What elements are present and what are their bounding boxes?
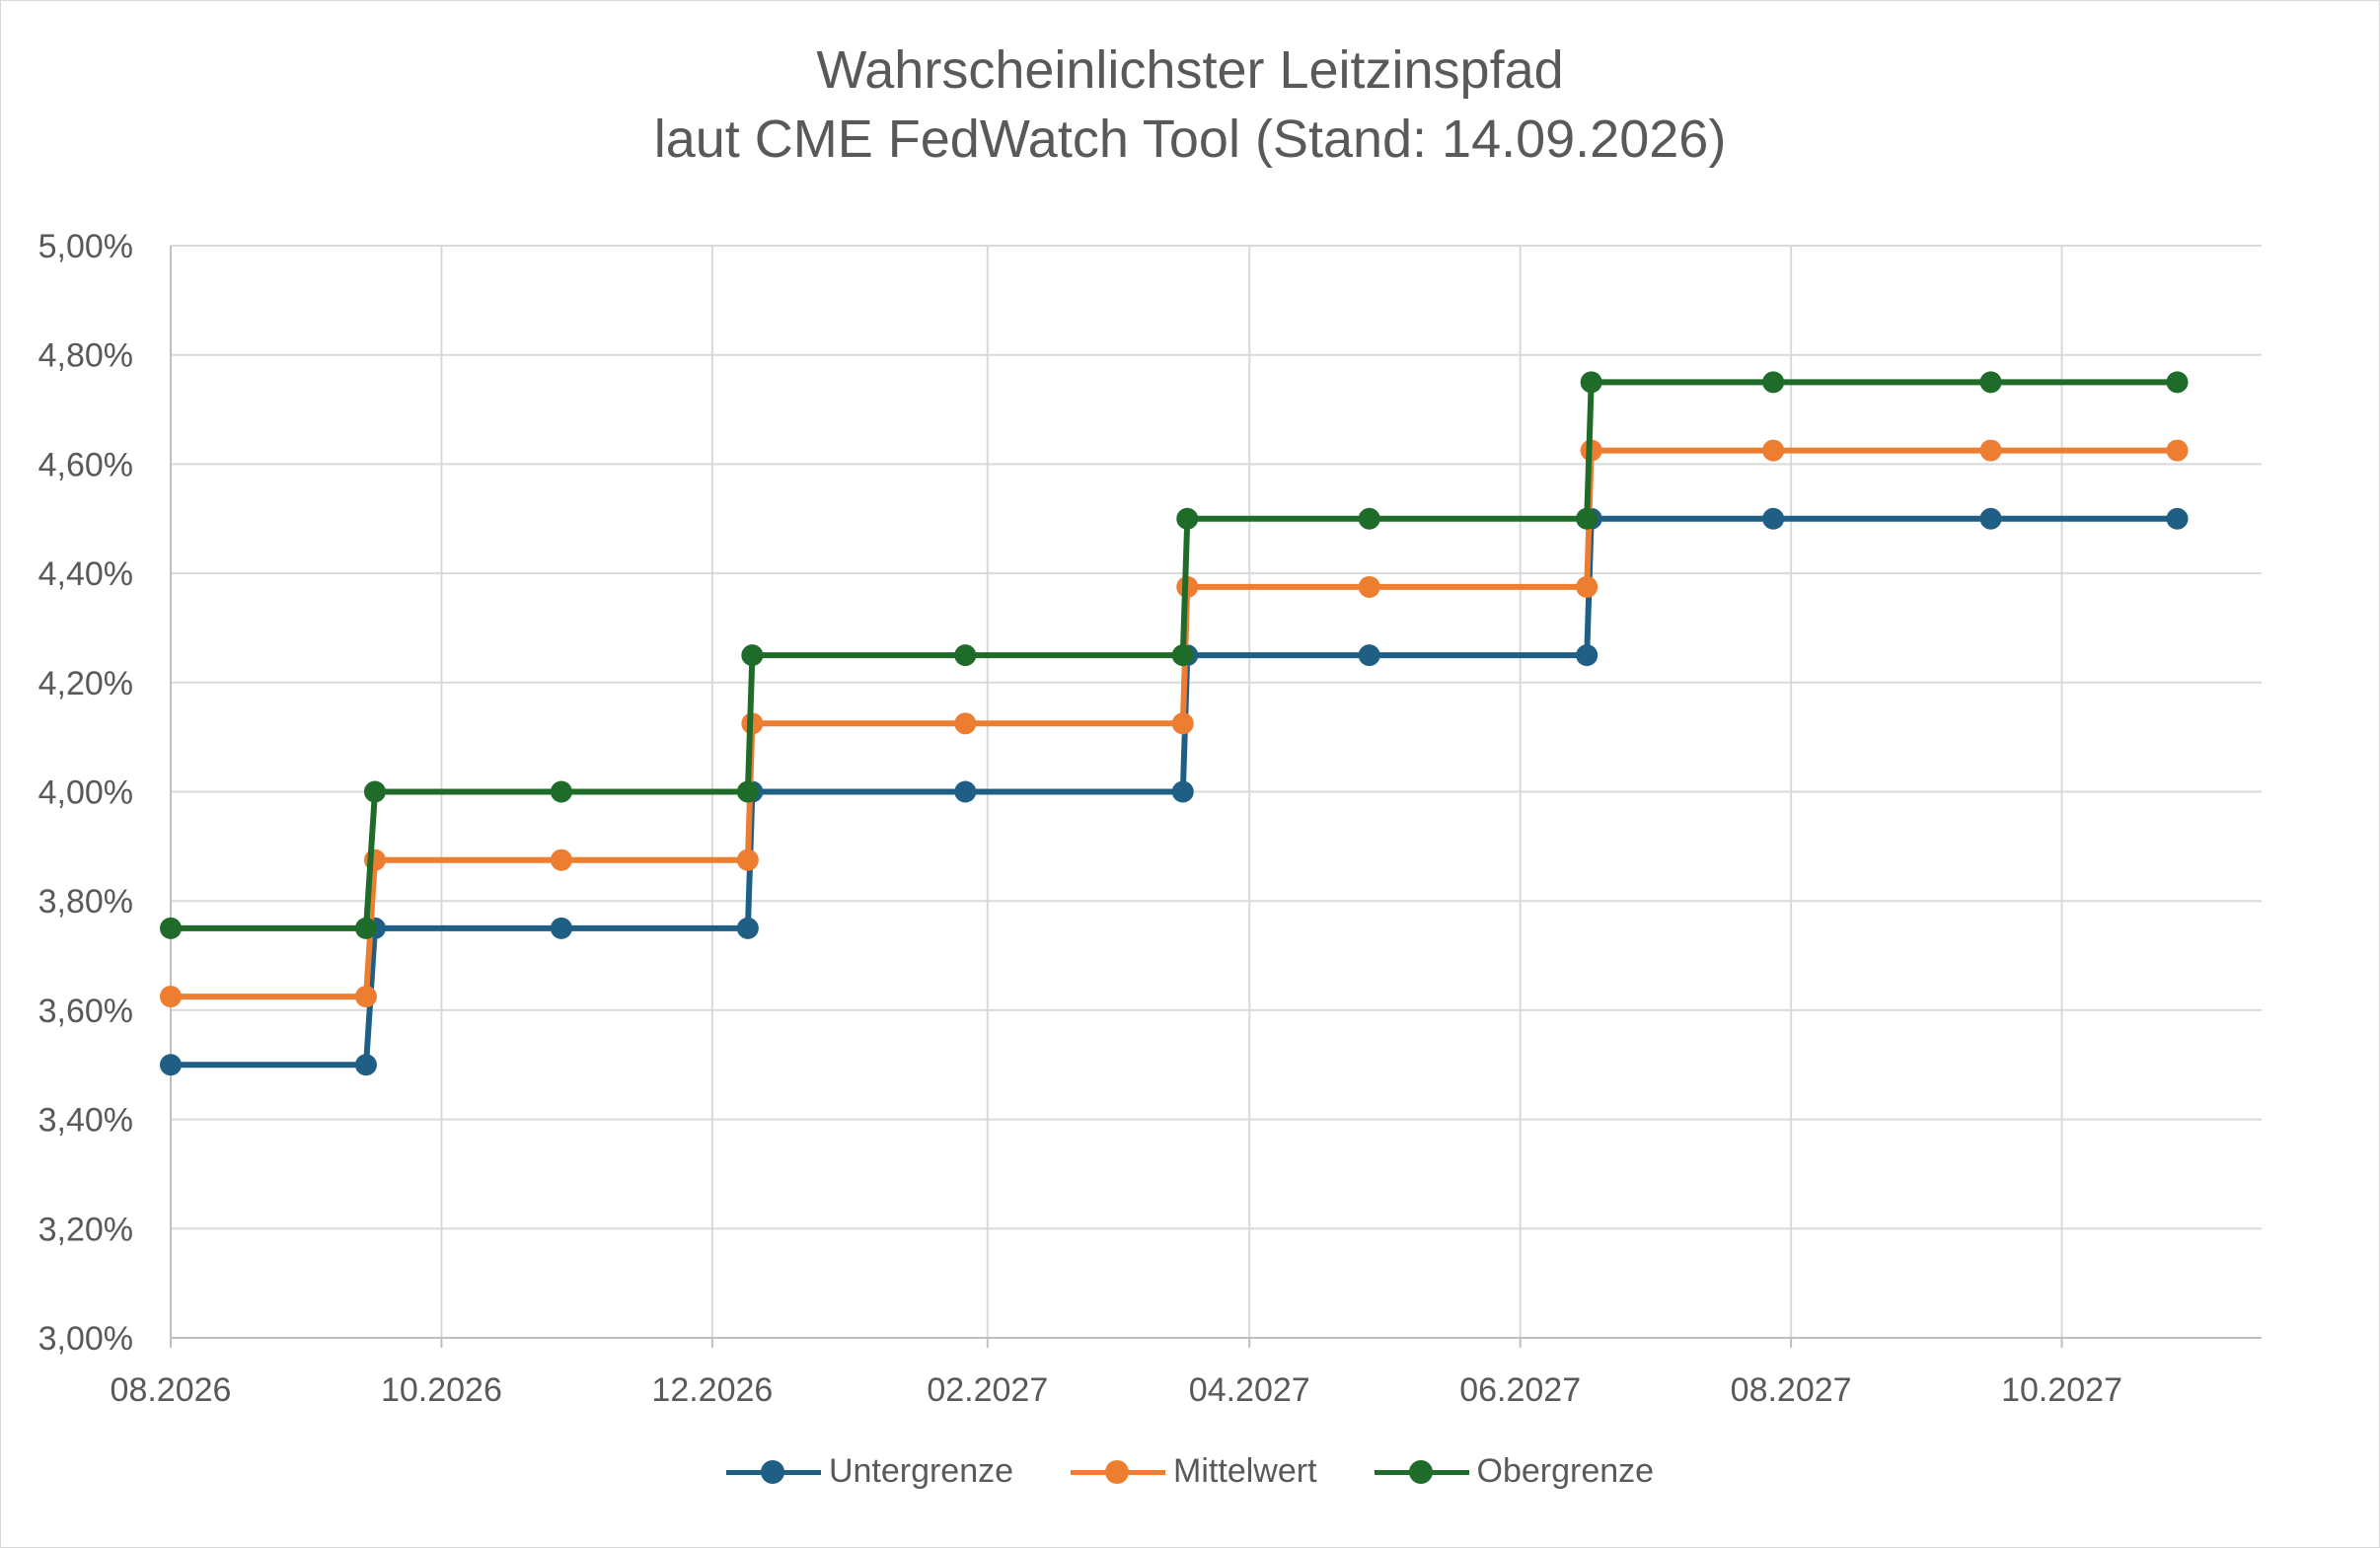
data-point (1580, 371, 1602, 394)
data-point (160, 986, 182, 1008)
y-tick-label: 3,40% (38, 1102, 133, 1140)
data-point (1576, 507, 1599, 530)
data-point (1979, 371, 2002, 394)
chart-subtitle: laut CME FedWatch Tool (Stand: 14.09.202… (653, 110, 1727, 169)
data-point (1762, 439, 1785, 462)
y-tick-label: 3,80% (38, 883, 133, 921)
data-point (1358, 644, 1380, 667)
data-point (550, 917, 572, 939)
data-point (1762, 371, 1785, 394)
y-tick-label: 3,20% (38, 1211, 133, 1248)
data-point (736, 917, 759, 939)
legend-label: Obergrenze (1476, 1452, 1655, 1490)
data-point (1576, 575, 1599, 598)
data-point (954, 644, 977, 667)
legend-item: Obergrenze (1374, 1452, 1655, 1491)
x-tick-label: 08.2027 (1731, 1371, 1852, 1409)
x-tick-label: 12.2026 (651, 1371, 773, 1409)
legend: Untergrenze Mittelwert Obergrenze (0, 1452, 2380, 1491)
legend-label: Mittelwert (1173, 1452, 1317, 1490)
data-point (1358, 575, 1380, 598)
data-point (354, 1054, 377, 1076)
data-point (736, 848, 759, 871)
data-point (1762, 507, 1785, 530)
data-point (1979, 439, 2002, 462)
data-point (736, 780, 759, 803)
data-point (160, 1054, 182, 1076)
legend-swatch (1374, 1459, 1469, 1484)
data-point (550, 848, 572, 871)
series-obergrenze (160, 371, 2189, 939)
y-tick-label: 3,00% (38, 1320, 133, 1358)
data-point (550, 780, 572, 803)
y-tick-label: 4,60% (38, 446, 133, 483)
legend-swatch-dot (760, 1459, 784, 1484)
series-mittelwert (160, 439, 2189, 1008)
data-point (1171, 712, 1194, 735)
series-untergrenze (160, 507, 2189, 1076)
x-tick-label: 08.2026 (111, 1371, 232, 1409)
x-tick-label: 10.2026 (381, 1371, 502, 1409)
y-tick-label: 4,20% (38, 665, 133, 702)
data-point (1171, 644, 1194, 667)
x-tick-label: 10.2027 (2001, 1371, 2122, 1409)
legend-item: Untergrenze (725, 1452, 1014, 1491)
series-layer (160, 371, 2189, 1076)
data-point (1979, 507, 2002, 530)
y-tick-label: 4,40% (38, 555, 133, 593)
legend-swatch (1071, 1459, 1166, 1484)
legend-item: Mittelwert (1071, 1452, 1317, 1491)
data-point (2166, 371, 2189, 394)
data-point (354, 917, 377, 939)
y-tick-label: 4,80% (38, 337, 133, 375)
data-point (1171, 780, 1194, 803)
data-point (2166, 439, 2189, 462)
y-tick-label: 5,00% (38, 228, 133, 265)
legend-swatch-dot (1105, 1459, 1130, 1484)
legend-swatch-dot (1408, 1459, 1433, 1484)
x-tick-label: 04.2027 (1189, 1371, 1310, 1409)
data-point (363, 780, 386, 803)
data-point (2166, 507, 2189, 530)
data-point (1358, 507, 1380, 530)
legend-label: Untergrenze (828, 1452, 1014, 1490)
data-point (954, 712, 977, 735)
y-tick-label: 3,60% (38, 993, 133, 1030)
data-point (354, 986, 377, 1008)
legend-swatch (725, 1459, 821, 1484)
axes: 3,00% 3,20% 3,40% 3,60% 3,80% 4,00% 4,20% 4,40%… (38, 228, 2262, 1409)
data-point (741, 644, 764, 667)
data-point (1576, 644, 1599, 667)
data-point (1176, 507, 1199, 530)
data-point (954, 780, 977, 803)
chart-title-block: Wahrscheinlichster Leitzinspfad laut CME… (0, 36, 2380, 174)
chart-title: Wahrscheinlichster Leitzinspfad (816, 40, 1564, 100)
x-tick-label: 02.2027 (927, 1371, 1048, 1409)
x-tick-label: 06.2027 (1459, 1371, 1581, 1409)
data-point (160, 917, 182, 939)
y-tick-label: 4,00% (38, 774, 133, 812)
